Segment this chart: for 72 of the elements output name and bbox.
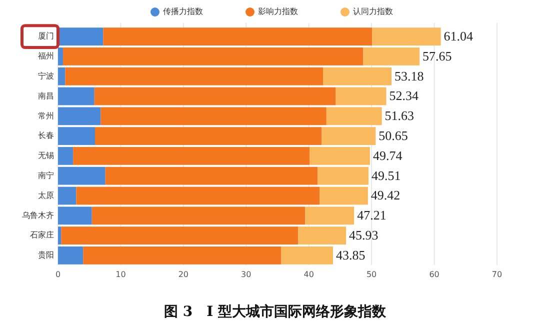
- bar: [83, 246, 282, 264]
- bar: [298, 226, 346, 245]
- x-tick-label: 10: [116, 270, 126, 279]
- total-label: 52.34: [389, 88, 419, 104]
- bar: [58, 246, 84, 264]
- bar: [58, 28, 104, 46]
- bar: [73, 146, 310, 165]
- bar: [65, 67, 324, 86]
- bar: [58, 127, 95, 146]
- x-tick-label: 60: [429, 270, 440, 279]
- bar: [63, 47, 364, 66]
- bar: [281, 246, 333, 264]
- bar: [58, 206, 92, 225]
- bar: [363, 47, 420, 66]
- bar: [326, 107, 382, 126]
- y-tick-label: 宁波: [38, 72, 54, 81]
- x-tick-label: 0: [55, 270, 61, 279]
- y-tick-label: 南宁: [38, 171, 54, 180]
- text: 图 3 I 型大城市国际网络形象指数: [164, 303, 388, 320]
- total-label: 49.51: [372, 168, 401, 183]
- y-tick-label: 太原: [38, 190, 54, 200]
- y-tick-label: 无锡: [38, 151, 54, 160]
- y-tick-label: 贵阳: [38, 250, 54, 260]
- x-tick-label: 70: [492, 270, 502, 279]
- bar: [58, 107, 101, 126]
- total-label: 49.42: [370, 188, 400, 203]
- bar: [323, 67, 392, 86]
- bar: [58, 226, 62, 245]
- bar: [309, 146, 370, 165]
- bar: [336, 87, 386, 106]
- x-tick-label: 40: [304, 270, 314, 279]
- bar: [58, 166, 106, 185]
- x-tick-label: 20: [178, 270, 189, 279]
- y-tick-label: 厦门: [38, 32, 54, 41]
- total-label: 47.21: [357, 208, 386, 223]
- bar: [105, 166, 318, 185]
- bar: [61, 226, 298, 245]
- total-label: 45.93: [349, 228, 378, 243]
- y-tick-label: 长春: [38, 131, 54, 140]
- bar: [58, 47, 64, 66]
- y-tick-label: 常州: [38, 111, 54, 120]
- y-tick-label: 石家庄: [30, 230, 54, 240]
- bar: [58, 67, 66, 86]
- bar: [318, 166, 368, 185]
- total-label: 57.65: [422, 48, 452, 64]
- y-tick-label: 乌鲁木齐: [22, 210, 54, 220]
- bar: [103, 28, 372, 46]
- total-label: 43.85: [336, 247, 366, 262]
- y-tick-label: 福州: [38, 52, 54, 61]
- total-label: 61.04: [444, 28, 474, 44]
- total-label: 50.65: [378, 128, 408, 144]
- bar: [322, 127, 376, 146]
- x-tick-label: 50: [366, 270, 377, 279]
- legend-label: 影响力指数: [258, 7, 298, 16]
- bar: [95, 127, 322, 146]
- legend-label: 传播力指数: [163, 7, 203, 16]
- y-tick-label: 南昌: [38, 91, 54, 100]
- total-label: 49.74: [372, 148, 403, 163]
- total-label: 53.18: [394, 68, 424, 84]
- bar: [94, 87, 336, 106]
- legend-label: 认同力指数: [353, 7, 393, 16]
- bar: [320, 186, 368, 205]
- bar: [58, 87, 94, 106]
- bar: [100, 107, 326, 126]
- bar: [305, 206, 354, 225]
- bar: [372, 28, 441, 46]
- x-tick-label: 30: [241, 270, 252, 279]
- total-label: 51.63: [384, 108, 414, 124]
- bar: [58, 186, 76, 205]
- bar: [58, 146, 74, 165]
- bar: [92, 206, 306, 225]
- bar: [76, 186, 320, 205]
